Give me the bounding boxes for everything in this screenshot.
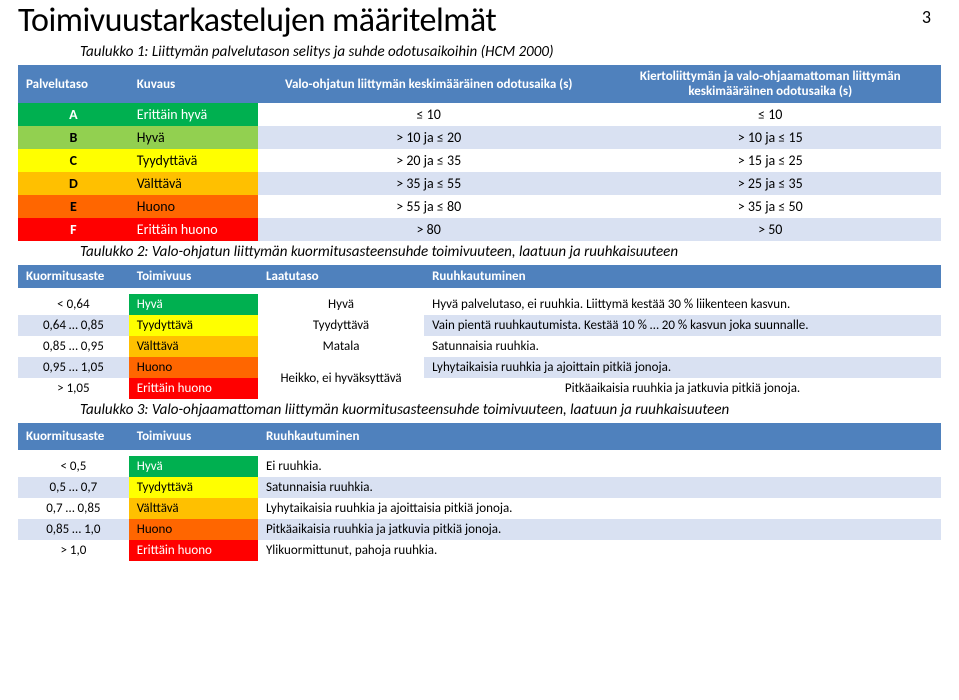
cell: Tyydyttävä [129, 149, 258, 172]
cell: Hyvä palvelutaso, ei ruuhkia. Liittymä k… [424, 294, 941, 315]
table-row: 0,7 … 0,85VälttäväLyhytaikaisia ruuhkia … [18, 498, 941, 519]
cell: ≤ 10 [599, 103, 941, 126]
page-title: Toimivuustarkastelujen määritelmät [18, 0, 941, 41]
table-row: FErittäin huono> 80> 50 [18, 218, 941, 241]
table-row: 0,85 … 1,0HuonoPitkäaikaisia ruuhkia ja … [18, 519, 941, 540]
cell: Tyydyttävä [258, 315, 424, 336]
cell: Hyvä [258, 294, 424, 315]
table-row: 0,95 … 1,05HuonoHeikko, ei hyväksyttäväL… [18, 357, 941, 378]
cell: > 25 ja ≤ 35 [599, 172, 941, 195]
t3-h0: Kuormitusaste [18, 423, 129, 450]
cell: B [18, 126, 129, 149]
cell: Erittäin huono [129, 378, 258, 399]
cell: Pitkäaikaisia ruuhkia ja jatkuvia pitkiä… [258, 519, 941, 540]
cell: Tyydyttävä [129, 477, 258, 498]
cell: Lyhytaikaisia ruuhkia ja ajoittaisia pit… [258, 498, 941, 519]
table2-caption: Taulukko 2: Valo-ohjatun liittymän kuorm… [80, 243, 941, 261]
table-row: EHuono> 55 ja ≤ 80> 35 ja ≤ 50 [18, 195, 941, 218]
cell: Vain pientä ruuhkautumista. Kestää 10 % … [424, 315, 941, 336]
cell: > 80 [258, 218, 600, 241]
cell: Huono [129, 519, 258, 540]
cell: F [18, 218, 129, 241]
table-row: BHyvä> 10 ja ≤ 20> 10 ja ≤ 15 [18, 126, 941, 149]
t2-h0: Kuormitusaste [18, 265, 129, 288]
t2-h3: Ruuhkautuminen [424, 265, 941, 288]
cell: < 0,5 [18, 456, 129, 477]
table-1: Palvelutaso Kuvaus Valo-ohjatun liittymä… [18, 65, 941, 241]
table-3: Kuormitusaste Toimivuus Ruuhkautuminen <… [18, 423, 941, 561]
t1-h2: Valo-ohjatun liittymän keskimääräinen od… [258, 65, 600, 103]
table-row: 0,5 … 0,7TyydyttäväSatunnaisia ruuhkia. [18, 477, 941, 498]
table-row: < 0,64HyväHyväHyvä palvelutaso, ei ruuhk… [18, 294, 941, 315]
cell: 0,95 … 1,05 [18, 357, 129, 378]
page-number: 3 [922, 6, 931, 28]
t3-h1: Toimivuus [129, 423, 258, 450]
table-row: > 1,05Erittäin huono Pitkäaikaisia ruuhki… [18, 378, 941, 399]
t3-h2: Ruuhkautuminen [258, 423, 941, 450]
t2-h2: Laatutaso [258, 265, 424, 288]
t1-h0: Palvelutaso [18, 65, 129, 103]
cell: Erittäin hyvä [129, 103, 258, 126]
cell: ≤ 10 [258, 103, 600, 126]
cell: > 50 [599, 218, 941, 241]
t2-h1: Toimivuus [129, 265, 258, 288]
cell: Satunnaisia ruuhkia. [424, 336, 941, 357]
table-row: 0,85 … 0,95VälttäväMatalaSatunnaisia ruu… [18, 336, 941, 357]
cell: 0,7 … 0,85 [18, 498, 129, 519]
cell: 0,85 … 1,0 [18, 519, 129, 540]
t1-h1: Kuvaus [129, 65, 258, 103]
table-row: CTyydyttävä> 20 ja ≤ 35> 15 ja ≤ 25 [18, 149, 941, 172]
table-row: DVälttävä> 35 ja ≤ 55> 25 ja ≤ 35 [18, 172, 941, 195]
table-row: 0,64 … 0,85TyydyttäväTyydyttäväVain pien… [18, 315, 941, 336]
cell: Satunnaisia ruuhkia. [258, 477, 941, 498]
cell: < 0,64 [18, 294, 129, 315]
cell: > 10 ja ≤ 15 [599, 126, 941, 149]
cell: Erittäin huono [129, 218, 258, 241]
cell: A [18, 103, 129, 126]
table-row: AErittäin hyvä≤ 10≤ 10 [18, 103, 941, 126]
cell: > 35 ja ≤ 50 [599, 195, 941, 218]
cell: > 1,05 [18, 378, 129, 399]
table-row: > 1,0Erittäin huonoYlikuormittunut, paho… [18, 540, 941, 561]
cell: Välttävä [129, 498, 258, 519]
table-row: < 0,5HyväEi ruuhkia. [18, 456, 941, 477]
cell: > 1,0 [18, 540, 129, 561]
cell: > 55 ja ≤ 80 [258, 195, 600, 218]
cell: Hyvä [129, 294, 258, 315]
cell: D [18, 172, 129, 195]
cell: Hyvä [129, 126, 258, 149]
cell: Välttävä [129, 336, 258, 357]
cell: C [18, 149, 129, 172]
table-2: Kuormitusaste Toimivuus Laatutaso Ruuhka… [18, 265, 941, 399]
table3-caption: Taulukko 3: Valo-ohjaamattoman liittymän… [80, 401, 941, 419]
cell: > 20 ja ≤ 35 [258, 149, 600, 172]
cell: 0,64 … 0,85 [18, 315, 129, 336]
cell: Hyvä [129, 456, 258, 477]
cell: Pitkäaikaisia ruuhkia ja jatkuvia pitkiä… [424, 378, 941, 399]
table1-caption: Taulukko 1: Liittymän palvelutason selit… [80, 43, 941, 61]
cell: Matala [258, 336, 424, 357]
t1-h3: Kiertoliittymän ja valo-ohjaamattoman li… [599, 65, 941, 103]
cell: Lyhytaikaisia ruuhkia ja ajoittain pitki… [424, 357, 941, 378]
cell: E [18, 195, 129, 218]
cell: Välttävä [129, 172, 258, 195]
cell: Huono [129, 195, 258, 218]
cell: Ei ruuhkia. [258, 456, 941, 477]
cell: 0,5 … 0,7 [18, 477, 129, 498]
cell: Tyydyttävä [129, 315, 258, 336]
cell-merged: Heikko, ei hyväksyttävä [258, 357, 424, 399]
cell: > 15 ja ≤ 25 [599, 149, 941, 172]
cell: > 35 ja ≤ 55 [258, 172, 600, 195]
cell: 0,85 … 0,95 [18, 336, 129, 357]
cell: > 10 ja ≤ 20 [258, 126, 600, 149]
cell: Ylikuormittunut, pahoja ruuhkia. [258, 540, 941, 561]
cell: Huono [129, 357, 258, 378]
cell: Erittäin huono [129, 540, 258, 561]
